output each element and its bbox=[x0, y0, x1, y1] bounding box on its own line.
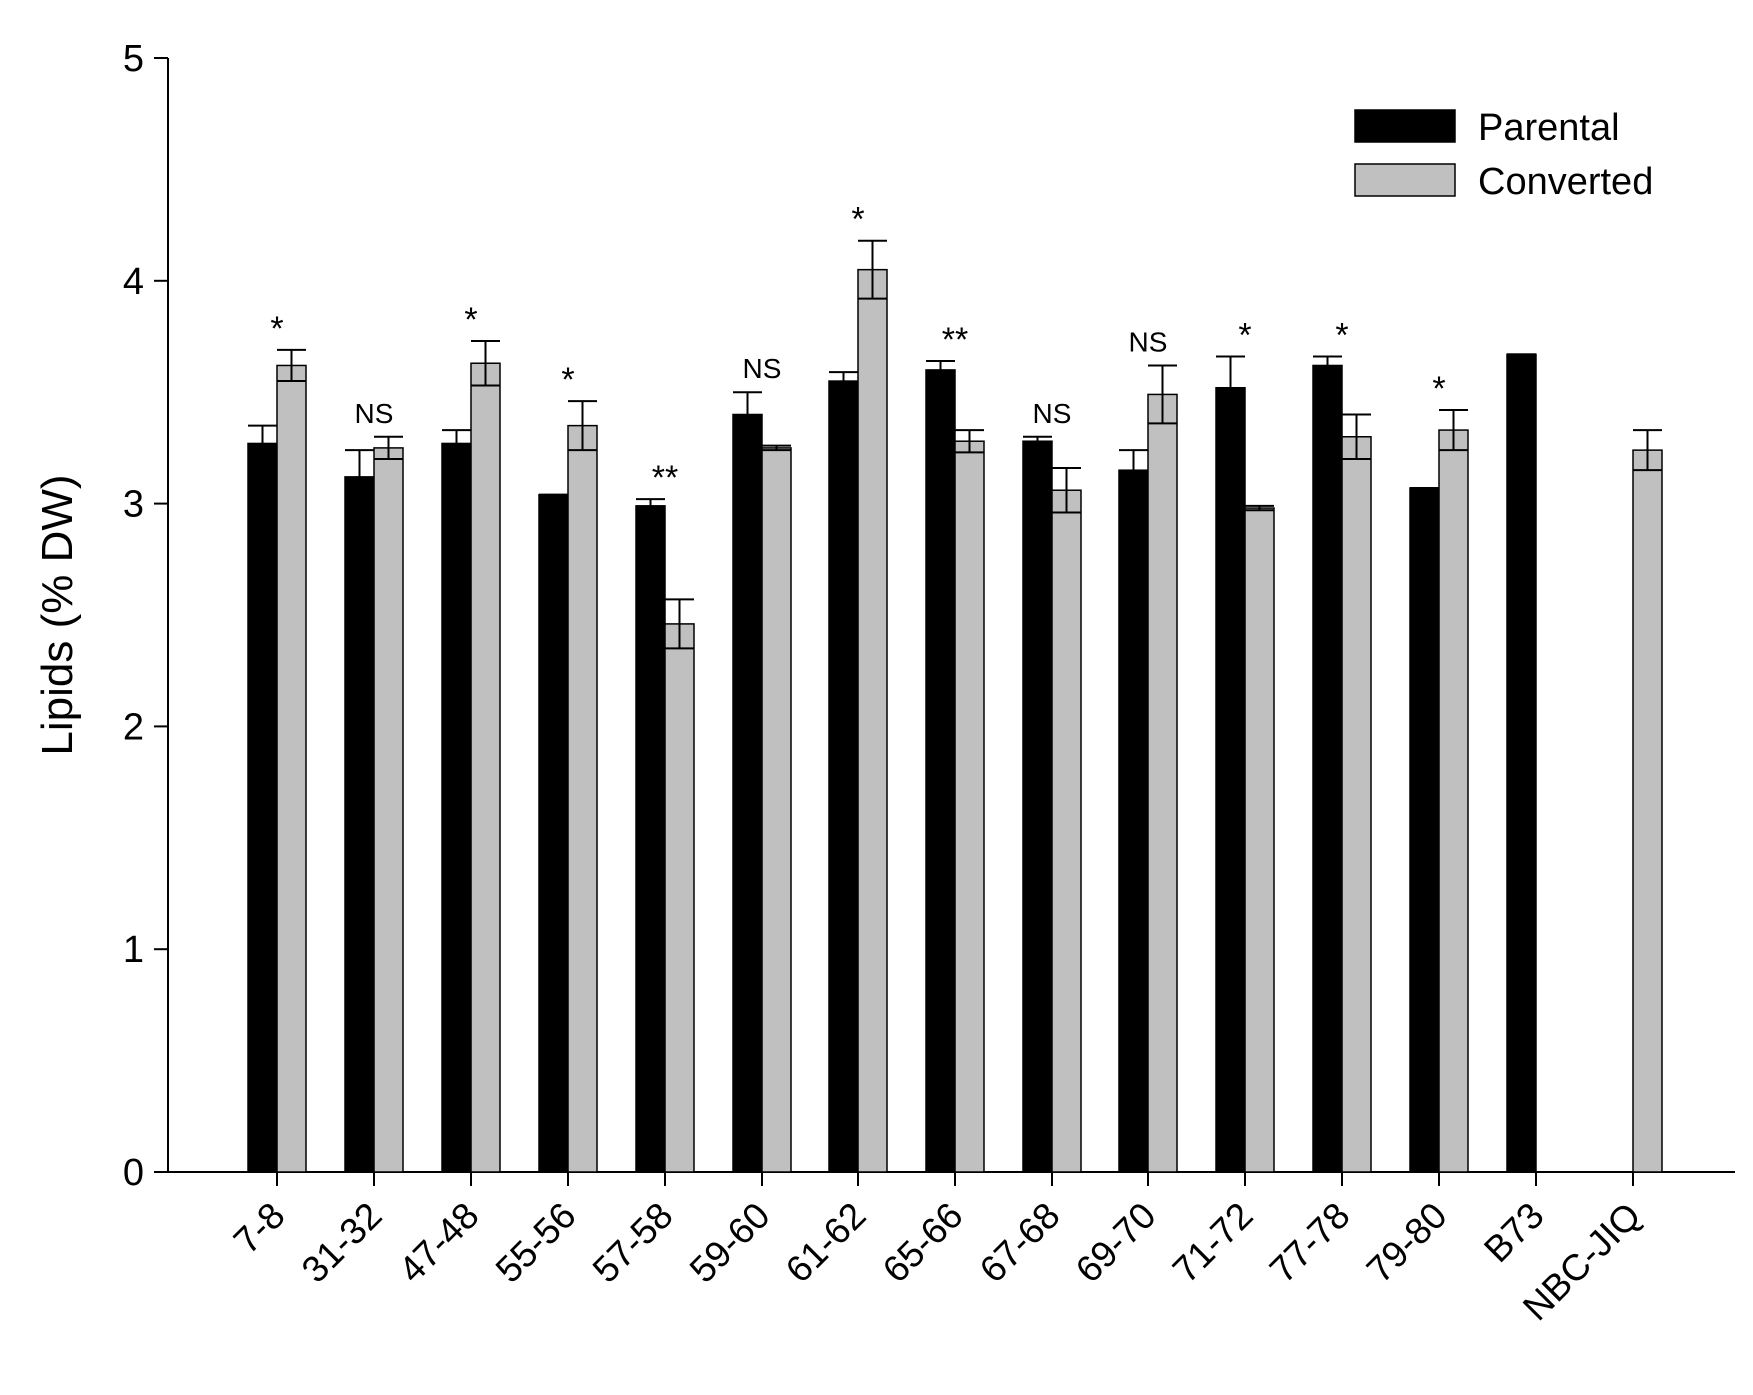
bar-converted bbox=[664, 623, 695, 1173]
bar-parental bbox=[1022, 440, 1053, 1173]
bar-parental bbox=[828, 380, 859, 1173]
legend-swatch-converted bbox=[1354, 163, 1456, 197]
bar-converted bbox=[1438, 429, 1469, 1173]
significance-label: * bbox=[270, 310, 283, 348]
bar-parental bbox=[925, 369, 956, 1173]
bar-parental bbox=[538, 493, 569, 1173]
x-tick-label: 47-48 bbox=[391, 1195, 487, 1291]
bar-converted bbox=[373, 447, 404, 1173]
significance-label: ** bbox=[942, 321, 968, 359]
bar-converted bbox=[1051, 489, 1082, 1173]
bar-converted bbox=[1632, 449, 1663, 1173]
bar-converted bbox=[1147, 393, 1178, 1173]
significance-label: * bbox=[464, 301, 477, 339]
bar-converted bbox=[954, 440, 985, 1173]
x-tick-label: 59-60 bbox=[682, 1195, 778, 1291]
bar-converted bbox=[761, 447, 792, 1173]
legend: Parental Converted bbox=[1354, 107, 1653, 203]
bar-parental bbox=[1312, 364, 1343, 1173]
x-tick-label: B73 bbox=[1476, 1195, 1552, 1271]
x-tick-label: 67-68 bbox=[972, 1195, 1068, 1291]
y-tick-label: 3 bbox=[123, 484, 144, 526]
bar-parental bbox=[1506, 353, 1537, 1173]
significance-label: * bbox=[1335, 317, 1348, 355]
bar-parental bbox=[635, 505, 666, 1173]
x-tick-label: 65-66 bbox=[875, 1195, 971, 1291]
x-tick-label: 57-58 bbox=[585, 1195, 681, 1291]
bar-parental bbox=[732, 413, 763, 1173]
bar-parental bbox=[1118, 469, 1149, 1173]
bar-converted bbox=[1244, 507, 1275, 1173]
x-tick-label: 7-8 bbox=[226, 1195, 293, 1262]
x-tick-label: 61-62 bbox=[778, 1195, 874, 1291]
bar-converted bbox=[1341, 436, 1372, 1173]
x-tick-label: 77-78 bbox=[1262, 1195, 1358, 1291]
y-tick-label: 0 bbox=[123, 1152, 144, 1194]
significance-label: NS bbox=[355, 398, 394, 429]
bar-parental bbox=[247, 442, 278, 1173]
significance-label: * bbox=[1432, 370, 1445, 408]
y-axis-title: Lipids (% DW) bbox=[33, 474, 82, 755]
significance-label: * bbox=[1238, 317, 1251, 355]
legend-label-converted: Converted bbox=[1478, 161, 1653, 203]
x-tick-label: 71-72 bbox=[1165, 1195, 1261, 1291]
x-tick-label: 79-80 bbox=[1359, 1195, 1455, 1291]
error-bars-group bbox=[248, 239, 1662, 650]
bar-converted bbox=[567, 424, 598, 1173]
significance-label: NS bbox=[1033, 398, 1072, 429]
x-tick-label: 55-56 bbox=[488, 1195, 584, 1291]
significance-label: * bbox=[561, 361, 574, 399]
significance-label: ** bbox=[652, 459, 678, 497]
y-tick-label: 2 bbox=[123, 706, 144, 748]
bar-parental bbox=[1215, 386, 1246, 1173]
y-tick-label: 4 bbox=[123, 261, 144, 303]
y-axis: 0 1 2 3 4 5 bbox=[123, 38, 169, 1194]
significance-label: * bbox=[851, 201, 864, 239]
y-tick-label: 1 bbox=[123, 929, 144, 971]
bar-parental bbox=[1409, 487, 1440, 1173]
significance-label: NS bbox=[1129, 326, 1168, 357]
x-tick-label: 31-32 bbox=[294, 1195, 390, 1291]
legend-swatch-parental bbox=[1354, 109, 1456, 143]
bar-converted bbox=[276, 364, 307, 1173]
y-tick-label: 5 bbox=[123, 38, 144, 80]
bar-parental bbox=[344, 476, 375, 1173]
x-tick-label: 69-70 bbox=[1068, 1195, 1164, 1291]
bars-group bbox=[247, 268, 1663, 1173]
x-axis: 7-8 31-32 47-48 55-56 57-58 59-60 61-62 65-66 67… bbox=[168, 1171, 1735, 1328]
bar-converted bbox=[857, 268, 888, 1173]
bar-converted bbox=[470, 362, 501, 1173]
legend-label-parental: Parental bbox=[1478, 107, 1620, 149]
bar-parental bbox=[441, 442, 472, 1173]
significance-label: NS bbox=[743, 353, 782, 384]
